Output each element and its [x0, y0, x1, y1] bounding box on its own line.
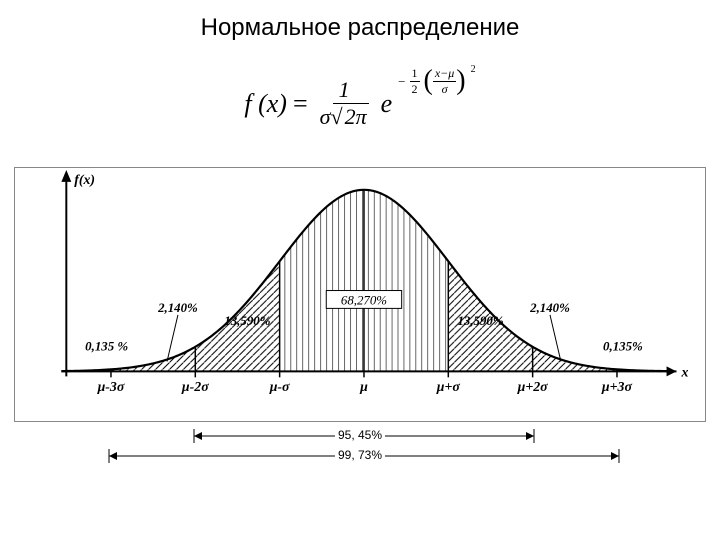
formula-fraction: 1 σ√2π [314, 77, 375, 131]
svg-text:f(x): f(x) [74, 173, 95, 188]
frac-num: 1 [333, 77, 356, 104]
exp-minus: − [398, 74, 405, 90]
svg-text:μ: μ [359, 380, 368, 395]
frac-den: σ√2π [314, 104, 375, 130]
formula-exponent: − 1 2 ( x−μ σ ) 2 [398, 66, 475, 97]
svg-text:2,140%: 2,140% [529, 301, 570, 315]
svg-text:μ-σ: μ-σ [269, 380, 290, 395]
exp-half: 1 2 [410, 66, 420, 97]
exp-paren-frac: ( x−μ σ ) [424, 66, 466, 97]
svg-text:68,270%: 68,270% [341, 293, 387, 307]
normal-curve-chart: f(x) x 68,270% 13,590% 13,590% 2,140% 2,140% 0,… [14, 167, 706, 422]
frac-den-sigma: σ [320, 104, 331, 129]
svg-text:0,135%: 0,135% [603, 340, 643, 354]
svg-text:0,135 %: 0,135 % [85, 340, 128, 354]
formula-e: e [381, 89, 393, 119]
svg-text:13,590%: 13,590% [457, 314, 503, 328]
exp-half-num: 1 [410, 66, 420, 82]
range-99-label: 99, 73% [335, 448, 385, 462]
exp-inner-den: σ [440, 82, 450, 97]
sqrt-symbol: √ [331, 104, 343, 129]
svg-text:μ-2σ: μ-2σ [181, 380, 209, 395]
svg-text:μ+σ: μ+σ [436, 380, 461, 395]
page-title: Нормальное распределение [0, 0, 720, 42]
svg-text:μ+2σ: μ+2σ [517, 380, 549, 395]
confidence-range-bars: 95, 45% 99, 73% [14, 426, 706, 476]
svg-text:μ+3σ: μ+3σ [601, 380, 633, 395]
formula-lhs: f (x) [244, 89, 287, 119]
exp-squared: 2 [470, 64, 476, 75]
range-95-label: 95, 45% [335, 428, 385, 442]
pdf-formula: f (x) = 1 σ√2π e − 1 2 ( x−μ σ ) 2 [0, 77, 720, 157]
svg-text:x: x [680, 365, 688, 380]
svg-text:2,140%: 2,140% [157, 301, 198, 315]
formula-eq: = [293, 89, 308, 119]
svg-text:13,590%: 13,590% [224, 314, 270, 328]
exp-inner-num: x−μ [433, 66, 456, 82]
curve-svg: f(x) x 68,270% 13,590% 13,590% 2,140% 2,140% 0,… [15, 168, 705, 421]
sqrt-radicand: 2π [343, 103, 369, 129]
svg-text:μ-3σ: μ-3σ [97, 380, 125, 395]
exp-half-den: 2 [410, 82, 420, 97]
